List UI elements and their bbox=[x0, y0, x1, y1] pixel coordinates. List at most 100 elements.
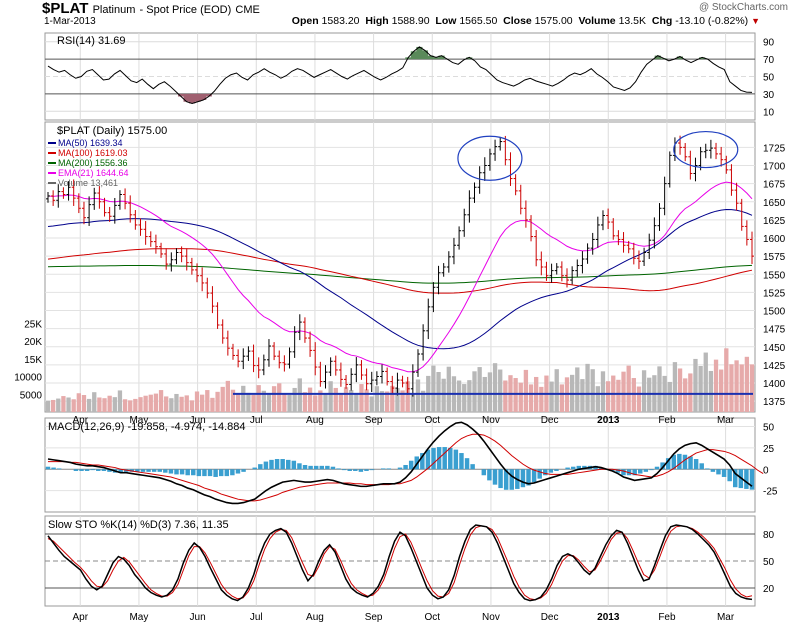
volume-bar bbox=[333, 387, 338, 412]
close-label: Close bbox=[503, 15, 532, 27]
price-bar bbox=[390, 375, 395, 394]
macd-tick-label: 0 bbox=[763, 465, 769, 476]
price-tick-label: 1450 bbox=[763, 343, 786, 354]
price-tick-label: 1725 bbox=[763, 143, 786, 154]
volume-bar bbox=[282, 393, 287, 412]
volume-bar bbox=[297, 378, 302, 412]
volume-bar bbox=[164, 396, 169, 412]
price-bar bbox=[225, 330, 230, 356]
volume-bar bbox=[354, 393, 359, 412]
price-legend-item: MA(200) 1556.36 bbox=[58, 158, 128, 168]
volume-bar bbox=[554, 369, 559, 412]
price-bar bbox=[405, 376, 410, 395]
volume-bar bbox=[343, 387, 349, 412]
price-bar bbox=[287, 347, 292, 369]
volume-bar bbox=[117, 390, 123, 412]
volume-bar bbox=[503, 380, 508, 412]
price-legend-item: MA(100) 1619.03 bbox=[58, 148, 128, 158]
price-bar bbox=[385, 367, 390, 386]
close-value: 1575.00 bbox=[534, 15, 573, 27]
volume-bar bbox=[744, 356, 750, 412]
macd-line bbox=[47, 421, 753, 505]
volume-bar bbox=[390, 385, 395, 412]
volume-bar bbox=[703, 352, 708, 412]
volume-bar bbox=[549, 381, 554, 412]
ma100-line bbox=[47, 248, 753, 294]
rsi-tick-label: 50 bbox=[763, 73, 775, 84]
macd-signal-line bbox=[48, 433, 764, 502]
price-tick-label: 1700 bbox=[763, 162, 786, 173]
volume-bar bbox=[605, 381, 611, 412]
price-bar bbox=[410, 364, 415, 397]
volume-bar bbox=[81, 395, 87, 412]
price-bar bbox=[426, 298, 431, 340]
price-bar bbox=[246, 346, 251, 361]
x-label-bottom: Sep bbox=[365, 612, 383, 623]
price-bar bbox=[595, 216, 600, 248]
volume-bar bbox=[261, 390, 266, 412]
price-legend-item: MA(50) 1639.34 bbox=[58, 138, 123, 148]
price-bar bbox=[719, 146, 724, 167]
price-bar bbox=[729, 164, 734, 196]
exchange-label: CME bbox=[235, 4, 260, 16]
x-label-bottom: Aug bbox=[306, 612, 324, 623]
volume-bar bbox=[194, 391, 200, 412]
volume-tick-label: 5000 bbox=[20, 390, 43, 401]
volume-tick-label: 25K bbox=[24, 320, 42, 331]
volume-bar bbox=[251, 395, 256, 412]
x-label-bottom: Dec bbox=[541, 612, 559, 623]
price-tick-label: 1600 bbox=[763, 234, 786, 245]
volume-bar bbox=[688, 373, 693, 412]
down-arrow-icon: ▼ bbox=[751, 16, 760, 26]
volume-bar bbox=[56, 398, 61, 412]
x-label-bottom: Jun bbox=[190, 612, 206, 623]
volume-bar bbox=[215, 391, 220, 412]
volume-bar bbox=[436, 372, 441, 412]
price-bar bbox=[313, 342, 318, 376]
volume-bar bbox=[641, 370, 647, 412]
x-label-bottom: 2013 bbox=[597, 612, 620, 623]
volume-bar bbox=[467, 380, 472, 412]
volume-bar bbox=[128, 400, 133, 412]
volume-bar bbox=[307, 387, 313, 412]
price-bar bbox=[46, 192, 50, 203]
volume-bar bbox=[205, 390, 210, 412]
volume-bar bbox=[102, 398, 107, 412]
price-bar bbox=[626, 240, 631, 254]
price-bar bbox=[436, 265, 441, 295]
price-bar bbox=[636, 250, 641, 270]
price-bar bbox=[148, 231, 153, 247]
price-bar bbox=[380, 364, 385, 384]
x-label-bottom: Jul bbox=[250, 612, 263, 623]
volume-bar bbox=[595, 386, 600, 412]
volume-bar bbox=[169, 398, 174, 412]
x-label-price: Feb bbox=[658, 415, 676, 426]
x-label-bottom: Oct bbox=[424, 612, 440, 623]
price-tick-label: 1475 bbox=[763, 325, 786, 336]
price-bar bbox=[272, 342, 277, 361]
price-bar bbox=[266, 339, 271, 367]
price-bar bbox=[590, 232, 595, 255]
open-label: Open bbox=[291, 15, 319, 27]
price-bar bbox=[523, 200, 528, 228]
price-bar bbox=[662, 176, 667, 216]
price-bar bbox=[559, 261, 564, 282]
volume-bar bbox=[384, 391, 390, 412]
price-bar bbox=[539, 251, 544, 276]
price-bar bbox=[333, 355, 338, 376]
price-bar bbox=[200, 267, 205, 292]
volume-bar bbox=[616, 379, 621, 412]
price-bar bbox=[323, 365, 328, 389]
volume-bar bbox=[153, 393, 159, 412]
volume-bar bbox=[492, 363, 498, 412]
x-label-bottom: Feb bbox=[658, 612, 676, 623]
macd-legend: MACD(12,26,9) -19.858, -4.974, -14.884 bbox=[48, 421, 246, 433]
price-bar bbox=[292, 326, 297, 358]
volume-bar bbox=[143, 395, 148, 412]
volume-bar bbox=[50, 399, 56, 412]
volume-bar bbox=[179, 396, 184, 412]
watermark: @ StockCharts.com bbox=[698, 2, 788, 13]
volume-bar bbox=[338, 394, 344, 412]
rsi-line bbox=[47, 46, 753, 104]
